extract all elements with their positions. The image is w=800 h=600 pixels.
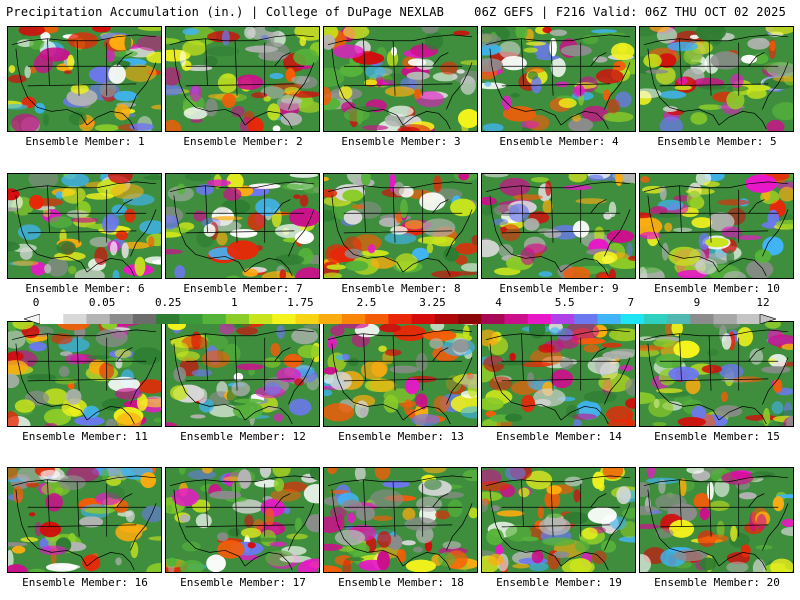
ensemble-member-label: Ensemble Member: 9 [499,282,619,295]
colorbar-swatch [504,314,529,324]
colorbar-swatch [434,314,459,324]
ensemble-map-panel [481,26,636,132]
colorbar-tick-label: 7 [627,296,635,309]
colorbar-tick-label: 0.25 [154,296,182,309]
ensemble-member-label: Ensemble Member: 20 [654,576,780,589]
colorbar-swatch [527,314,552,324]
ensemble-map-panel [481,467,636,573]
run-info: 06Z GEFS | F216 Valid: 06Z THU OCT 02 20… [474,5,786,19]
ensemble-member-label: Ensemble Member: 10 [654,282,780,295]
ensemble-map-panel [165,173,320,279]
colorbar-tick-label: 2.5 [356,296,377,309]
ensemble-map-panel [481,321,636,427]
ensemble-map-panel [7,321,162,427]
ensemble-map-panel [165,321,320,427]
colorbar-tick-label: 5.5 [554,296,575,309]
colorbar-min-arrow [22,313,41,325]
colorbar-tick-label: 1 [230,296,238,309]
colorbar-swatch [713,314,738,324]
ensemble-map-panel [165,26,320,132]
ensemble-member-label: Ensemble Member: 6 [25,282,145,295]
colorbar-swatch [272,314,296,324]
colorbar-tick-label: 9 [693,296,701,309]
ensemble-map-panel [481,173,636,279]
ensemble-map-panel [323,26,478,132]
colorbar-tick-label: 4 [495,296,502,309]
ensemble-member-label: Ensemble Member: 18 [338,576,464,589]
colorbar-swatch [411,314,436,324]
colorbar-swatch [202,314,227,324]
colorbar-swatch [318,314,343,324]
colorbar-swatch [550,314,575,324]
colorbar [22,309,778,325]
colorbar-swatch [481,314,505,324]
ensemble-map-panel [7,26,162,132]
colorbar-tick-label: 0.05 [88,296,116,309]
colorbar-swatch [179,314,203,324]
colorbar-max-arrow [759,313,778,325]
colorbar-swatch [736,314,761,324]
colorbar-swatch [341,314,366,324]
ensemble-member-label: Ensemble Member: 8 [341,282,461,295]
ensemble-map-panel [323,321,478,427]
ensemble-map-panel [639,26,794,132]
colorbar-swatch [86,314,110,324]
ensemble-map-panel [639,467,794,573]
colorbar-swatch [109,314,134,324]
colorbar-tick-label: 3.25 [419,296,446,309]
chart-title: Precipitation Accumulation (in.) | Colle… [6,5,445,19]
ensemble-member-label: Ensemble Member: 3 [341,135,461,148]
ensemble-member-label: Ensemble Member: 19 [496,576,622,589]
colorbar-swatch [156,314,180,324]
ensemble-member-label: Ensemble Member: 4 [499,135,619,148]
ensemble-member-label: Ensemble Member: 13 [338,430,464,443]
colorbar-tick-label: 0 [32,296,40,309]
ensemble-member-label: Ensemble Member: 7 [183,282,303,295]
ensemble-map-panel [7,467,162,573]
ensemble-member-label: Ensemble Member: 17 [180,576,306,589]
ensemble-member-label: Ensemble Member: 2 [183,135,303,148]
colorbar-swatch [388,314,412,324]
ensemble-map-panel [639,173,794,279]
ensemble-map-panel [7,173,162,279]
colorbar-swatch [690,314,714,324]
colorbar-swatch [574,314,598,324]
colorbar-swatch [365,314,389,324]
ensemble-member-label: Ensemble Member: 5 [657,135,777,148]
colorbar-swatch [40,314,64,324]
colorbar-tick-label: 1.75 [287,296,314,309]
colorbar-swatch [225,314,250,324]
ensemble-map-panel [165,467,320,573]
ensemble-member-label: Ensemble Member: 14 [496,430,622,443]
colorbar-swatch [643,314,668,324]
colorbar-swatch [620,314,645,324]
ensemble-member-label: Ensemble Member: 11 [22,430,148,443]
ensemble-member-label: Ensemble Member: 15 [654,430,780,443]
ensemble-member-label: Ensemble Member: 1 [25,135,145,148]
colorbar-swatch [132,314,157,324]
colorbar-swatch [667,314,691,324]
ensemble-member-label: Ensemble Member: 16 [22,576,148,589]
ensemble-map-panel [323,467,478,573]
ensemble-map-panel [323,173,478,279]
ensemble-member-label: Ensemble Member: 12 [180,430,306,443]
colorbar-swatch [458,314,482,324]
colorbar-swatch [249,314,273,324]
colorbar-swatch [63,314,87,324]
ensemble-map-panel [639,321,794,427]
colorbar-tick-label: 12 [756,296,770,309]
colorbar-swatch [295,314,320,324]
colorbar-swatch [597,314,621,324]
